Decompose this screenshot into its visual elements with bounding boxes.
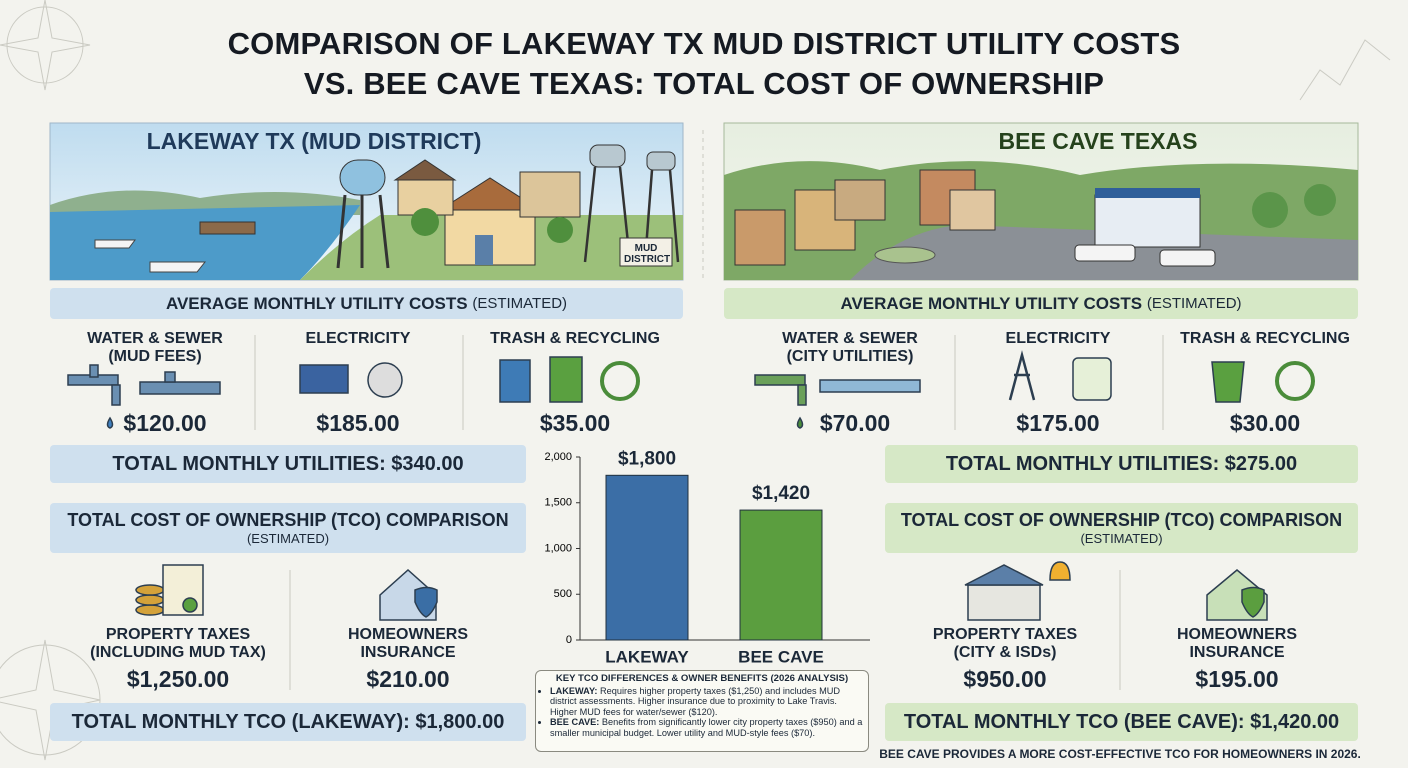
tco-heading: TOTAL COST OF OWNERSHIP (TCO) COMPARISON… <box>885 503 1358 553</box>
total-utilities: TOTAL MONTHLY UTILITIES: $340.00 <box>50 445 526 483</box>
notes-heading: KEY TCO DIFFERENCES & OWNER BENEFITS (20… <box>555 673 849 684</box>
value-label: $1,800 <box>618 448 676 469</box>
utility-value: $175.00 <box>1016 410 1100 436</box>
tco-icons <box>135 561 1268 621</box>
utility-icons <box>754 350 1315 429</box>
y-tick-label: 0 <box>566 634 572 646</box>
utility-label: TRASH & RECYCLING <box>1180 330 1350 347</box>
y-tick-label: 1,500 <box>544 497 572 509</box>
utilities-heading: AVERAGE MONTHLY UTILITY COSTS (ESTIMATED… <box>724 288 1358 319</box>
heading-text: AVERAGE MONTHLY UTILITY COSTS <box>165 293 468 313</box>
y-tick-label: 1,000 <box>544 542 572 554</box>
heading-text: AVERAGE MONTHLY UTILITY COSTS <box>840 293 1143 313</box>
separators <box>254 130 1164 690</box>
utility-sublabel: (CITY UTILITIES) <box>786 348 914 365</box>
utility-value: $30.00 <box>1229 410 1301 436</box>
y-tick-label: 500 <box>554 588 572 600</box>
utilities-heading: AVERAGE MONTHLY UTILITY COSTS (ESTIMATED… <box>50 288 683 319</box>
title: COMPARISON OF LAKEWAY TX MUD DISTRICT UT… <box>227 26 1181 61</box>
total-tco: TOTAL MONTHLY TCO (BEE CAVE): $1,420.00 <box>885 703 1358 741</box>
heading-note: (ESTIMATED) <box>1146 295 1242 312</box>
tco-label: HOMEOWNERS <box>348 626 468 643</box>
utility-value: $35.00 <box>539 410 611 436</box>
heading-note: (ESTIMATED) <box>246 531 330 546</box>
y-tick-label: 2,000 <box>544 451 572 463</box>
tco-label: PROPERTY TAXES <box>932 626 1078 643</box>
heading-note: (ESTIMATED) <box>1080 531 1163 546</box>
utility-label: WATER & SEWER <box>782 330 918 347</box>
note-text: Benefits from significantly lower city p… <box>550 717 863 738</box>
tco-label: PROPERTY TAXES <box>105 626 251 643</box>
note-text: Requires higher property taxes ($1,250) … <box>550 685 841 717</box>
section-heading: BEE CAVE TEXAS <box>998 128 1198 154</box>
utility-value: $120.00 <box>123 410 207 436</box>
compass <box>0 0 1391 761</box>
utility-sublabel: (MUD FEES) <box>108 348 202 365</box>
heading-note: (ESTIMATED) <box>472 295 568 312</box>
utility-label: ELECTRICITY <box>305 330 411 347</box>
tco-value: $1,250.00 <box>126 666 230 692</box>
tco-value: $210.00 <box>366 666 450 692</box>
total-tco: TOTAL MONTHLY TCO (LAKEWAY): $1,800.00 <box>50 703 526 741</box>
notes-list: LAKEWAY: Requires higher property taxes … <box>540 686 864 739</box>
note-term: LAKEWAY: <box>550 685 598 696</box>
bar <box>605 474 689 641</box>
utility-icons <box>67 356 640 429</box>
title: VS. BEE CAVE TEXAS: TOTAL COST OF OWNERS… <box>303 66 1105 101</box>
note-term: BEE CAVE: <box>550 717 600 728</box>
heading-text: TOTAL COST OF OWNERSHIP (TCO) COMPARISON <box>900 510 1343 530</box>
sign: MUD DISTRICT <box>624 243 671 265</box>
footer: BEE CAVE PROVIDES A MORE COST-EFFECTIVE … <box>879 747 1361 761</box>
tco-sublabel: (CITY & ISDs) <box>953 644 1057 661</box>
tco-value: $195.00 <box>1195 666 1279 692</box>
bar <box>739 509 823 641</box>
note-item: BEE CAVE: Benefits from significantly lo… <box>550 717 864 738</box>
utility-label: TRASH & RECYCLING <box>490 330 660 347</box>
bar-chart: 0 500 1,000 1,500 2,000 $1,800 LAKEWAY $1,420 BE… <box>544 448 870 666</box>
note-item: LAKEWAY: Requires higher property taxes … <box>550 686 864 718</box>
utility-value: $185.00 <box>316 410 400 436</box>
tco-label: HOMEOWNERS <box>1177 626 1297 643</box>
tco-sublabel: INSURANCE <box>360 644 456 661</box>
utility-value: $70.00 <box>819 410 891 436</box>
tco-value: $950.00 <box>963 666 1047 692</box>
utility-label: WATER & SEWER <box>87 330 223 347</box>
heading-text: TOTAL COST OF OWNERSHIP (TCO) COMPARISON <box>67 510 509 530</box>
lakeway-scene <box>49 122 684 281</box>
value-label: $1,420 <box>752 483 810 504</box>
bee-cave-scene <box>723 122 1359 281</box>
notes-box: KEY TCO DIFFERENCES & OWNER BENEFITS (20… <box>535 670 869 752</box>
x-tick-label: LAKEWAY <box>605 647 689 666</box>
total-utilities: TOTAL MONTHLY UTILITIES: $275.00 <box>885 445 1358 483</box>
tco-sublabel: INSURANCE <box>1189 644 1285 661</box>
section-heading: LAKEWAY TX (MUD DISTRICT) <box>146 128 482 154</box>
utility-label: ELECTRICITY <box>1005 330 1111 347</box>
tco-sublabel: (INCLUDING MUD TAX) <box>90 644 266 661</box>
tco-heading: TOTAL COST OF OWNERSHIP (TCO) COMPARISON… <box>50 503 526 553</box>
x-tick-label: BEE CAVE <box>738 647 824 666</box>
